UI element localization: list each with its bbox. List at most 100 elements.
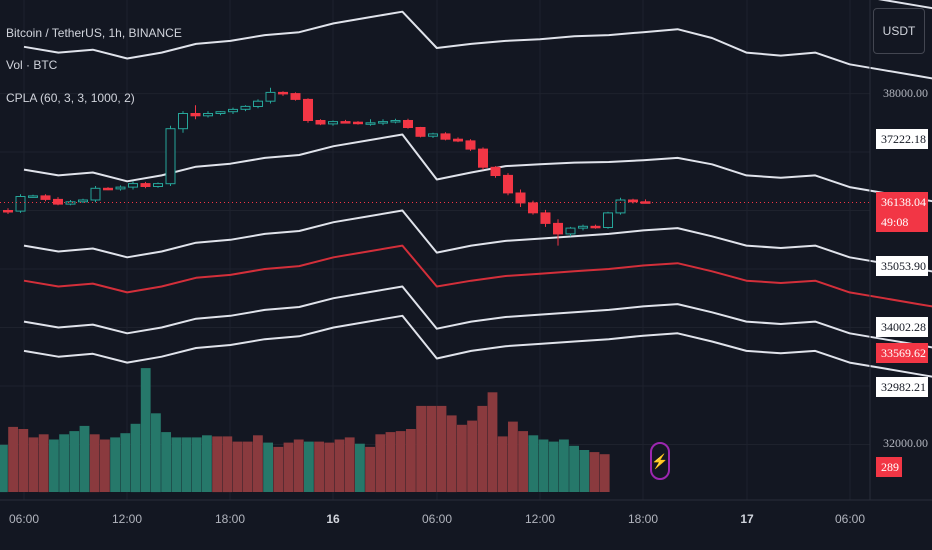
indicator-legend[interactable]: CPLA (60, 3, 3, 1000, 2) — [6, 91, 135, 105]
band-lower-2 — [23, 314, 932, 378]
volume-bar-17 — [171, 437, 182, 492]
candle-body-47 — [590, 225, 601, 229]
price-label-2: 36138.04 — [876, 192, 928, 213]
candle-body-37 — [465, 140, 476, 150]
volume-bar-34 — [344, 437, 355, 492]
candle-body-13 — [165, 128, 176, 185]
candle-body-42 — [528, 202, 538, 214]
candle-body-36 — [453, 138, 463, 142]
candle-body-46 — [578, 225, 588, 229]
volume-bar-58 — [589, 452, 600, 492]
candle-30 — [378, 119, 388, 126]
candle-22 — [278, 91, 288, 96]
band-upper-2 — [23, 10, 932, 80]
band-lower-1 — [23, 285, 932, 349]
volume-bar-48 — [487, 392, 498, 493]
candle-body-32 — [403, 120, 413, 128]
candle-4 — [53, 197, 63, 206]
volume-bar-59 — [599, 454, 610, 492]
volume-bar-18 — [181, 437, 192, 492]
candle-13 — [165, 125, 176, 186]
candle-body-19 — [240, 105, 251, 110]
candle-body-7 — [90, 187, 101, 201]
candle-17 — [215, 111, 226, 116]
time-label-5: 12:00 — [524, 512, 556, 526]
band-mid-1 — [23, 209, 932, 273]
price-label-1: 37222.18 — [876, 129, 928, 150]
candle-37 — [465, 139, 476, 151]
lightning-icon[interactable]: ⚡ — [650, 442, 670, 480]
candle-body-28 — [353, 121, 363, 125]
candle-body-4 — [53, 198, 63, 205]
volume-bar-9 — [89, 434, 100, 493]
candle-body-11 — [140, 183, 151, 188]
candle-33 — [415, 126, 426, 138]
candle-18 — [228, 107, 238, 114]
volume-bar-29 — [293, 439, 304, 492]
volume-bar-51 — [518, 431, 528, 492]
candle-29 — [365, 119, 376, 126]
candle-body-10 — [128, 183, 138, 188]
candle-8 — [103, 187, 113, 191]
candle-body-26 — [328, 121, 338, 125]
candle-body-17 — [215, 111, 226, 114]
volume-bar-54 — [548, 441, 559, 492]
candle-21 — [265, 87, 276, 104]
volume-bar-24 — [242, 441, 253, 492]
candle-body-24 — [303, 98, 313, 122]
candle-12 — [153, 182, 163, 188]
volume-bar-15 — [151, 413, 161, 493]
volume-bar-23 — [232, 441, 243, 492]
candle-body-30 — [378, 121, 388, 124]
time-label-4: 06:00 — [421, 512, 453, 526]
time-label-8: 06:00 — [834, 512, 866, 526]
currency-button[interactable]: USDT — [873, 8, 925, 54]
candle-2 — [28, 194, 38, 198]
candle-36 — [453, 137, 463, 143]
candle-26 — [328, 120, 338, 126]
volume-bar-3 — [28, 437, 39, 492]
price-label-7: 32000.00 — [883, 436, 928, 451]
volume-bar-2 — [18, 429, 29, 492]
volume-bar-35 — [355, 443, 365, 492]
price-label-6: 32982.21 — [876, 377, 928, 397]
candle-body-41 — [515, 192, 526, 204]
time-label-0: 06:00 — [8, 512, 40, 526]
symbol-title[interactable]: Bitcoin / TetherUS, 1h, BINANCE — [6, 26, 182, 40]
candle-10 — [128, 181, 138, 190]
volume-bar-13 — [130, 423, 141, 493]
volume-bar-49 — [497, 436, 508, 493]
volume-bar-41 — [416, 405, 426, 492]
volume-bar-20 — [202, 435, 212, 492]
candle-body-34 — [428, 133, 438, 137]
price-label-0: 38000.00 — [883, 85, 928, 100]
candle-body-22 — [278, 91, 288, 95]
candle-body-23 — [290, 93, 301, 100]
candle-11 — [140, 181, 151, 189]
candle-24 — [303, 98, 313, 123]
candle-body-40 — [503, 174, 513, 194]
volume-bar-0 — [0, 444, 8, 493]
candle-body-45 — [565, 227, 576, 235]
volume-bar-11 — [110, 437, 120, 492]
candle-body-20 — [253, 100, 263, 107]
candle-body-49 — [615, 199, 626, 214]
volume-bar-12 — [120, 433, 131, 492]
volume-bar-56 — [569, 445, 579, 492]
volume-bar-44 — [446, 415, 457, 493]
volume-bar-37 — [375, 434, 386, 493]
volume-bar-22 — [222, 436, 233, 493]
candle-38 — [478, 147, 488, 170]
candle-body-5 — [65, 201, 76, 205]
candle-23 — [290, 92, 301, 101]
candle-5 — [65, 200, 76, 206]
volume-bar-40 — [406, 429, 416, 492]
candle-6 — [78, 198, 88, 203]
price-countdown-label: 49:08 — [876, 212, 928, 233]
volume-bar-28 — [283, 442, 294, 492]
volume-bar-5 — [49, 439, 59, 492]
band-upper-1 — [23, 133, 932, 203]
volume-bar-25 — [253, 435, 263, 492]
volume-legend[interactable]: Vol · BTC — [6, 58, 58, 72]
